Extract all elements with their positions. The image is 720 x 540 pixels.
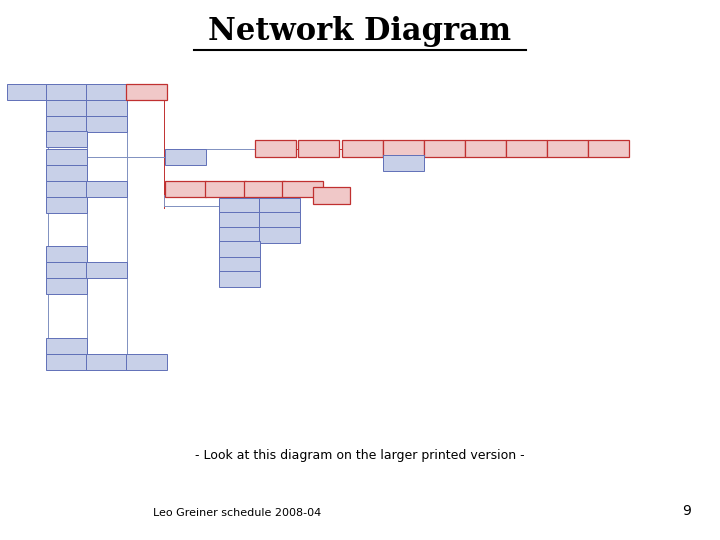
Text: 9: 9 — [683, 504, 691, 518]
FancyBboxPatch shape — [259, 212, 300, 228]
FancyBboxPatch shape — [220, 227, 261, 243]
FancyBboxPatch shape — [46, 165, 88, 181]
FancyBboxPatch shape — [126, 354, 167, 370]
FancyBboxPatch shape — [46, 181, 88, 197]
FancyBboxPatch shape — [166, 181, 207, 197]
FancyBboxPatch shape — [46, 338, 88, 354]
FancyBboxPatch shape — [383, 155, 424, 171]
FancyBboxPatch shape — [46, 262, 88, 278]
Text: - Look at this diagram on the larger printed version -: - Look at this diagram on the larger pri… — [195, 449, 525, 462]
FancyBboxPatch shape — [547, 140, 588, 157]
FancyBboxPatch shape — [255, 140, 297, 157]
Text: Leo Greiner schedule 2008-04: Leo Greiner schedule 2008-04 — [153, 508, 322, 518]
FancyBboxPatch shape — [423, 140, 465, 157]
FancyBboxPatch shape — [46, 197, 88, 213]
FancyBboxPatch shape — [383, 140, 424, 157]
FancyBboxPatch shape — [86, 116, 127, 132]
FancyBboxPatch shape — [220, 212, 261, 228]
FancyBboxPatch shape — [166, 148, 207, 165]
FancyBboxPatch shape — [86, 181, 127, 197]
FancyBboxPatch shape — [7, 84, 48, 100]
FancyBboxPatch shape — [46, 84, 88, 100]
FancyBboxPatch shape — [46, 354, 88, 370]
FancyBboxPatch shape — [259, 198, 300, 214]
FancyBboxPatch shape — [312, 187, 350, 204]
FancyBboxPatch shape — [86, 100, 127, 116]
FancyBboxPatch shape — [259, 227, 300, 243]
FancyBboxPatch shape — [299, 140, 340, 157]
FancyBboxPatch shape — [220, 198, 261, 214]
FancyBboxPatch shape — [86, 262, 127, 278]
FancyBboxPatch shape — [86, 84, 127, 100]
FancyBboxPatch shape — [220, 271, 261, 287]
FancyBboxPatch shape — [220, 256, 261, 273]
FancyBboxPatch shape — [46, 100, 88, 116]
FancyBboxPatch shape — [46, 116, 88, 132]
FancyBboxPatch shape — [505, 140, 547, 157]
FancyBboxPatch shape — [341, 140, 383, 157]
FancyBboxPatch shape — [86, 354, 127, 370]
FancyBboxPatch shape — [220, 241, 261, 258]
FancyBboxPatch shape — [588, 140, 629, 157]
FancyBboxPatch shape — [465, 140, 506, 157]
FancyBboxPatch shape — [46, 131, 88, 147]
FancyBboxPatch shape — [282, 181, 323, 197]
FancyBboxPatch shape — [204, 181, 246, 197]
FancyBboxPatch shape — [244, 181, 285, 197]
FancyBboxPatch shape — [46, 148, 88, 165]
FancyBboxPatch shape — [126, 84, 167, 100]
FancyBboxPatch shape — [46, 278, 88, 294]
FancyBboxPatch shape — [46, 246, 88, 262]
Text: Network Diagram: Network Diagram — [208, 16, 512, 47]
